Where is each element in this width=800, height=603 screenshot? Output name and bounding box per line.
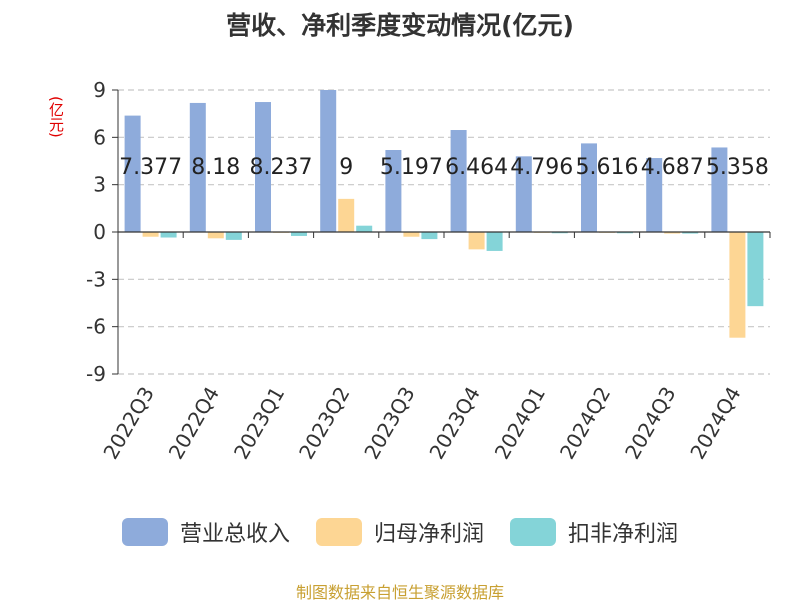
x-category-label: 2023Q3	[359, 383, 419, 464]
data-label-revenue: 5.197	[380, 155, 443, 180]
y-tick-label: 3	[93, 173, 106, 197]
bar-revenue	[515, 156, 532, 232]
x-category-label: 2022Q4	[164, 383, 224, 464]
legend-item-deducted-net-profit[interactable]: 扣非净利润	[510, 516, 678, 548]
bar-deducted-net-profit	[291, 232, 307, 236]
bar-revenue	[124, 115, 141, 232]
bar-deducted-net-profit	[421, 232, 438, 240]
legend: 营业总收入 归母净利润 扣非净利润	[0, 516, 800, 548]
x-category-label: 2023Q4	[424, 382, 484, 463]
bar-revenue	[189, 102, 206, 232]
legend-swatch-deducted-net-profit	[510, 518, 556, 546]
legend-item-revenue[interactable]: 营业总收入	[121, 516, 290, 548]
bar-revenue	[711, 147, 728, 232]
bar-net-profit	[468, 232, 485, 250]
bar-net-profit	[338, 198, 355, 232]
chart-title: 营收、净利季度变动情况(亿元)	[226, 11, 574, 40]
bar-deducted-net-profit	[617, 232, 633, 234]
bar-revenue	[581, 143, 597, 232]
y-tick-label: -9	[86, 362, 106, 386]
bar-net-profit	[142, 232, 159, 237]
data-label-revenue: 4.796	[510, 155, 573, 180]
bar-deducted-net-profit	[747, 232, 764, 307]
data-label-revenue: 5.358	[706, 155, 769, 180]
bar-deducted-net-profit	[160, 232, 177, 238]
bar-deducted-net-profit	[225, 232, 242, 240]
y-tick-label: 6	[93, 125, 106, 149]
bar-net-profit	[207, 232, 224, 239]
legend-swatch-revenue	[121, 518, 168, 546]
bar-deducted-net-profit	[551, 232, 568, 234]
bar-revenue	[450, 130, 467, 232]
data-label-revenue: 8.18	[191, 155, 240, 180]
x-category-label: 2023Q1	[229, 383, 289, 464]
data-source-note: 制图数据来自恒生聚源数据库	[295, 583, 504, 602]
bar-revenue	[646, 158, 663, 232]
legend-label-deducted-net-profit: 扣非净利润	[568, 522, 679, 547]
legend-label-net-profit: 归母净利润	[373, 522, 484, 547]
data-label-revenue: 9	[339, 155, 353, 180]
bar-revenue	[385, 150, 402, 232]
bar-revenue	[255, 102, 271, 232]
x-category-label: 2022Q3	[98, 383, 158, 464]
x-category-label: 2024Q3	[620, 383, 680, 464]
bar-deducted-net-profit	[486, 232, 503, 251]
legend-label-revenue: 营业总收入	[179, 522, 290, 547]
y-tick-label: 0	[93, 220, 106, 244]
bar-revenue	[320, 90, 337, 232]
y-tick-label: -6	[86, 315, 106, 339]
y-tick-label: -3	[86, 267, 106, 291]
bar-deducted-net-profit	[682, 232, 699, 234]
x-category-label: 2024Q4	[685, 383, 745, 464]
bar-net-profit	[664, 232, 681, 234]
data-label-revenue: 6.464	[445, 155, 508, 180]
data-label-revenue: 8.237	[250, 155, 313, 180]
legend-item-net-profit[interactable]: 归母净利润	[315, 516, 484, 548]
data-label-revenue: 4.687	[641, 155, 704, 180]
x-category-label: 2024Q1	[490, 383, 550, 464]
bar-net-profit	[729, 232, 746, 338]
bar-net-profit	[403, 232, 420, 237]
legend-swatch-net-profit	[315, 518, 362, 546]
data-label-revenue: 5.616	[576, 155, 639, 180]
data-label-revenue: 7.377	[119, 155, 182, 180]
x-category-label: 2024Q2	[555, 383, 615, 464]
bar-deducted-net-profit	[356, 225, 373, 232]
y-axis-unit-label: (亿元)	[47, 96, 65, 138]
x-category-label: 2023Q2	[294, 383, 354, 464]
y-tick-label: 9	[93, 78, 106, 102]
